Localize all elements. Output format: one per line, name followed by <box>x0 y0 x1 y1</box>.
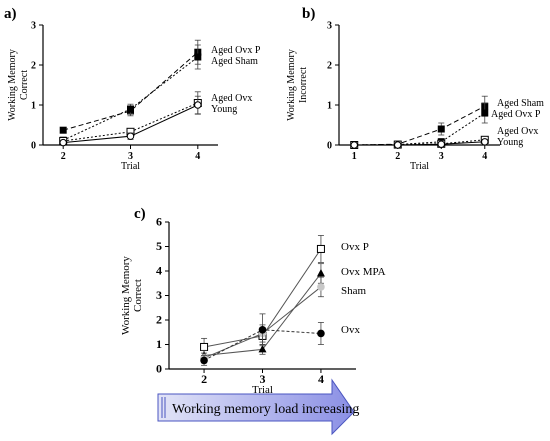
y-tick-label: 3 <box>156 288 162 302</box>
y-tick-label: 2 <box>31 61 36 72</box>
data-point-young <box>59 138 67 147</box>
series-label-young: Young <box>497 137 523 148</box>
data-point-aged-sham <box>194 53 202 61</box>
series-line-aged-ovx <box>63 102 199 142</box>
series-label-aged-ovx-p: Aged Ovx P <box>211 45 261 56</box>
x-tick-label: 3 <box>128 151 133 162</box>
series-label-aged-ovx: Aged Ovx <box>497 126 538 137</box>
data-point-aged-ovx-p <box>59 126 67 134</box>
chart-c: 0 1 2 3 4 5 6 2 3 4 Trial Working Memory Correct Ovx … <box>120 215 386 397</box>
series-label-ovx: Ovx <box>341 324 360 336</box>
y-tick-label: 3 <box>31 21 36 32</box>
y-tick-label: 1 <box>327 101 332 112</box>
y-tick-label: 1 <box>31 101 36 112</box>
series-line-aged-sham <box>62 56 199 141</box>
y-tick-label: 0 <box>327 141 332 152</box>
series-label-ovx-mpa: Ovx MPA <box>341 266 386 278</box>
data-point-young <box>350 141 358 149</box>
panel-label-b: b) <box>302 6 315 22</box>
x-tick-label: 2 <box>61 151 66 162</box>
series-label-ovx-p: Ovx P <box>341 241 369 253</box>
data-point-sham <box>317 283 325 291</box>
y-tick-label: 0 <box>156 362 162 376</box>
chart-a: 0 1 2 3 2 3 4 Trial Working Memory Correct Aged Ov… <box>7 21 261 173</box>
data-point-aged-sham <box>127 105 134 113</box>
data-point-young <box>194 101 202 109</box>
load-arrow-label: Working memory load increasing <box>172 402 359 417</box>
data-point-young <box>394 141 402 149</box>
load-arrow-shape <box>157 378 355 436</box>
y-axis-label-line-2: Correct <box>132 279 144 312</box>
data-point-young <box>126 132 135 140</box>
y-axis-label-line-1: Working Memory <box>286 49 297 121</box>
load-arrow: Working memory load increasing <box>157 378 359 436</box>
chart-b: 0 1 2 3 1 2 3 4 Trial Working Memory Incorrect Aged… <box>286 21 544 173</box>
y-axis-label-line-2: Correct <box>19 70 30 100</box>
x-tick-label: 4 <box>195 151 200 162</box>
y-axis-label-line-1: Working Memory <box>120 256 132 335</box>
series-label-aged-ovx: Aged Ovx <box>211 93 252 104</box>
series-label-young: Young <box>211 104 237 115</box>
x-axis-label: Trial <box>410 161 429 172</box>
data-point-ovx <box>258 326 267 334</box>
y-tick-label: 1 <box>156 337 162 351</box>
data-point-ovx-p <box>316 244 325 253</box>
data-point-aged-sham <box>437 125 445 133</box>
x-tick-label: 2 <box>201 372 207 386</box>
data-point-ovx <box>317 329 325 338</box>
y-tick-label: 3 <box>327 21 332 32</box>
data-point-young <box>437 140 445 148</box>
panel-label-c: c) <box>134 206 146 222</box>
series-line-young <box>354 141 485 146</box>
x-axis-label: Trial <box>121 161 140 172</box>
y-axis-label-line-1: Working Memory <box>7 49 18 121</box>
data-point-aged-ovx-p <box>481 109 489 117</box>
data-point-ovx-p <box>200 342 209 351</box>
data-point-ovx <box>200 356 208 365</box>
y-axis-label-line-2: Incorrect <box>298 67 309 103</box>
y-tick-label: 6 <box>156 215 162 229</box>
series-line-aged-sham <box>354 105 486 146</box>
x-tick-label: 4 <box>318 372 324 386</box>
y-tick-label: 2 <box>327 61 332 72</box>
data-point-ovx-mpa <box>316 268 325 277</box>
x-tick-label: 1 <box>352 151 357 162</box>
x-tick-label: 3 <box>260 372 266 386</box>
x-tick-label: 3 <box>439 151 444 162</box>
x-axis-label: Trial <box>252 384 273 396</box>
series-line-aged-ovx-p <box>63 51 199 131</box>
x-tick-label: 4 <box>482 151 487 162</box>
series-label-sham: Sham <box>341 285 367 297</box>
y-tick-label: 0 <box>31 141 36 152</box>
series-label-aged-sham: Aged Sham <box>211 56 258 67</box>
panel-label-a: a) <box>4 6 17 22</box>
series-line-aged-ovx-p <box>354 112 486 146</box>
y-tick-label: 5 <box>156 239 162 253</box>
series-label-aged-sham: Aged Sham <box>497 98 544 109</box>
y-tick-label: 4 <box>156 264 162 278</box>
data-point-young <box>481 138 489 146</box>
data-point-ovx-mpa <box>258 344 267 353</box>
series-label-aged-ovx-p: Aged Ovx P <box>491 109 541 120</box>
y-tick-label: 2 <box>156 313 162 327</box>
x-tick-label: 2 <box>395 151 400 162</box>
